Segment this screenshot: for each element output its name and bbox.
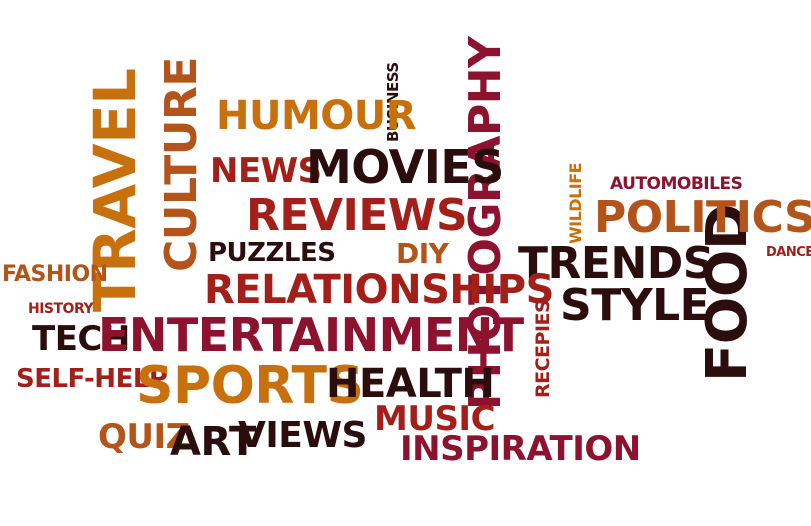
word-quiz: QUIZ	[98, 417, 190, 457]
word-culture: CULTURE	[156, 57, 207, 272]
word-wildlife: WILDLIFE	[566, 162, 585, 244]
word-health: HEALTH	[326, 361, 495, 407]
word-fashion: FASHION	[2, 262, 108, 287]
word-art: ART	[170, 419, 256, 465]
word-views: VIEWS	[238, 415, 367, 456]
word-self-help: SELF-HELP	[16, 364, 168, 394]
word-recepies: RECEPIES	[532, 299, 554, 398]
word-entertainment: ENTERTAINMENT	[98, 308, 524, 362]
word-sports: SPORTS	[136, 356, 364, 416]
word-music: MUSIC	[374, 399, 496, 439]
word-automobiles: AUTOMOBILES	[610, 174, 743, 194]
word-trends: TRENDS	[518, 238, 715, 289]
word-dance: DANCE	[766, 245, 811, 260]
word-tech: TECH	[32, 319, 130, 359]
word-puzzles: PUZZLES	[208, 238, 336, 268]
word-news: NEWS	[210, 151, 322, 191]
word-politics: POLITICS	[594, 192, 811, 243]
word-style: STYLE	[560, 280, 710, 331]
word-humour: HUMOUR	[216, 93, 417, 139]
word-movies: MOVIES	[306, 140, 504, 194]
word-reviews: REVIEWS	[246, 190, 468, 241]
word-diy: DIY	[396, 237, 449, 270]
word-inspiration: INSPIRATION	[400, 429, 641, 469]
word-history: HISTORY	[28, 301, 94, 317]
word-relationships: RELATIONSHIPS	[204, 267, 554, 313]
